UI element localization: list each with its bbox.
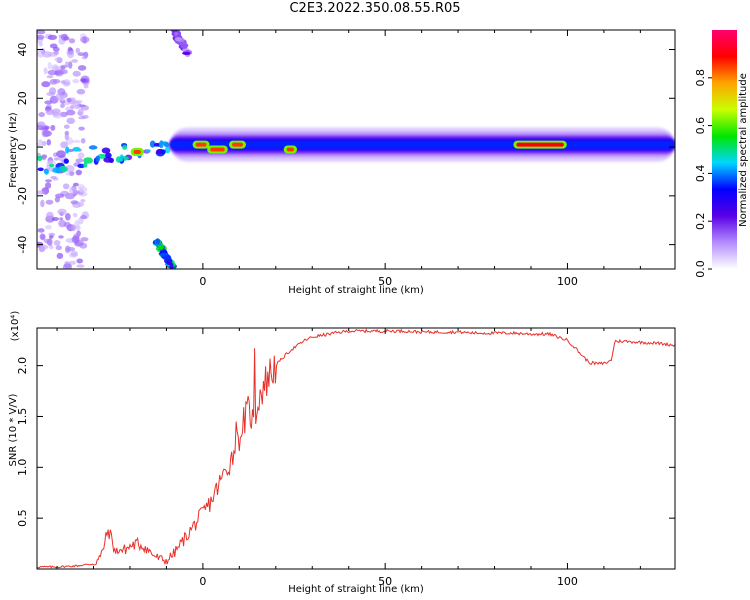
- snr-axes: 0 50 100 0.5 1.0 1.5 2.0: [16, 328, 675, 588]
- snr-frame: [36, 327, 676, 570]
- x-tick-label: 100: [557, 575, 578, 588]
- spectrogram-heatmap: [37, 30, 675, 269]
- hot-spot: [210, 147, 225, 152]
- spectrogram-slanted-echo: [152, 238, 177, 269]
- colorbar-tick-label: 0.4: [694, 165, 707, 183]
- y-tick-label: 0: [16, 144, 29, 151]
- y-tick-label: -20: [16, 187, 29, 205]
- x-tick-label: 0: [199, 575, 206, 588]
- spectrogram-noise: [37, 30, 90, 269]
- spectrogram-axes: 0 50 100 -40 -20 0 20 40: [16, 30, 675, 288]
- hot-spot: [232, 142, 243, 147]
- snr-plot-area: [37, 328, 675, 569]
- y-tick-label: 2.0: [16, 357, 29, 375]
- colorbar-gradient: [712, 30, 737, 269]
- y-tick-label: 40: [16, 43, 29, 57]
- x-tick-label: 100: [557, 275, 578, 288]
- snr-panel: 0 50 100 0.5 1.0 1.5 2.0 Height of straight li…: [8, 311, 676, 595]
- colorbar-tick-label: 0.6: [694, 117, 707, 135]
- chart-title: C2E3.2022.350.08.55.R05: [289, 1, 461, 16]
- y-tick-label: 1.0: [16, 459, 29, 477]
- y-tick-label: 1.5: [16, 408, 29, 426]
- hot-spot: [133, 149, 141, 154]
- spectrogram-y-axis-label: Frequency (Hz): [8, 112, 19, 188]
- y-tick-label: -40: [16, 236, 29, 254]
- colorbar-tick-label: 0.8: [694, 69, 707, 87]
- y-tick-label: 20: [16, 91, 29, 105]
- colorbar: 0.0 0.2 0.4 0.6 0.8 Normalized spectral ampl…: [694, 30, 749, 278]
- hot-spot: [286, 147, 295, 152]
- x-tick-label: 0: [199, 275, 206, 288]
- snr-y-scale-label: (x10⁴): [10, 311, 21, 342]
- spectrogram-x-axis-label: Height of straight line (km): [288, 285, 424, 296]
- snr-y-axis-label: SNR (10 * V/V): [8, 393, 19, 466]
- x-tick-label: 50: [378, 275, 392, 288]
- snr-x-axis-label: Height of straight line (km): [288, 584, 424, 595]
- colorbar-tick-label: 0.2: [694, 212, 707, 230]
- snr-line-layer: [37, 328, 675, 569]
- spectrogram-rising-echo: [37, 140, 171, 175]
- spectrogram-slanted-echo: [170, 30, 193, 58]
- hot-spot: [195, 142, 207, 147]
- colorbar-tick-label: 0.0: [694, 260, 707, 278]
- spectrogram-panel: 0 50 100 -40 -20 0 20 40 Height of straight lin…: [8, 29, 676, 296]
- colorbar-label: Normalized spectral amplitude: [738, 73, 749, 227]
- x-tick-label: 50: [378, 575, 392, 588]
- hot-spot: [516, 142, 564, 147]
- snr-series-line: [37, 328, 675, 569]
- spectrogram-frame: [36, 29, 676, 270]
- y-tick-label: 0.5: [16, 509, 29, 527]
- colorbar-axes: 0.0 0.2 0.4 0.6 0.8: [694, 69, 712, 278]
- spectrogram-hot-spots: [130, 140, 567, 156]
